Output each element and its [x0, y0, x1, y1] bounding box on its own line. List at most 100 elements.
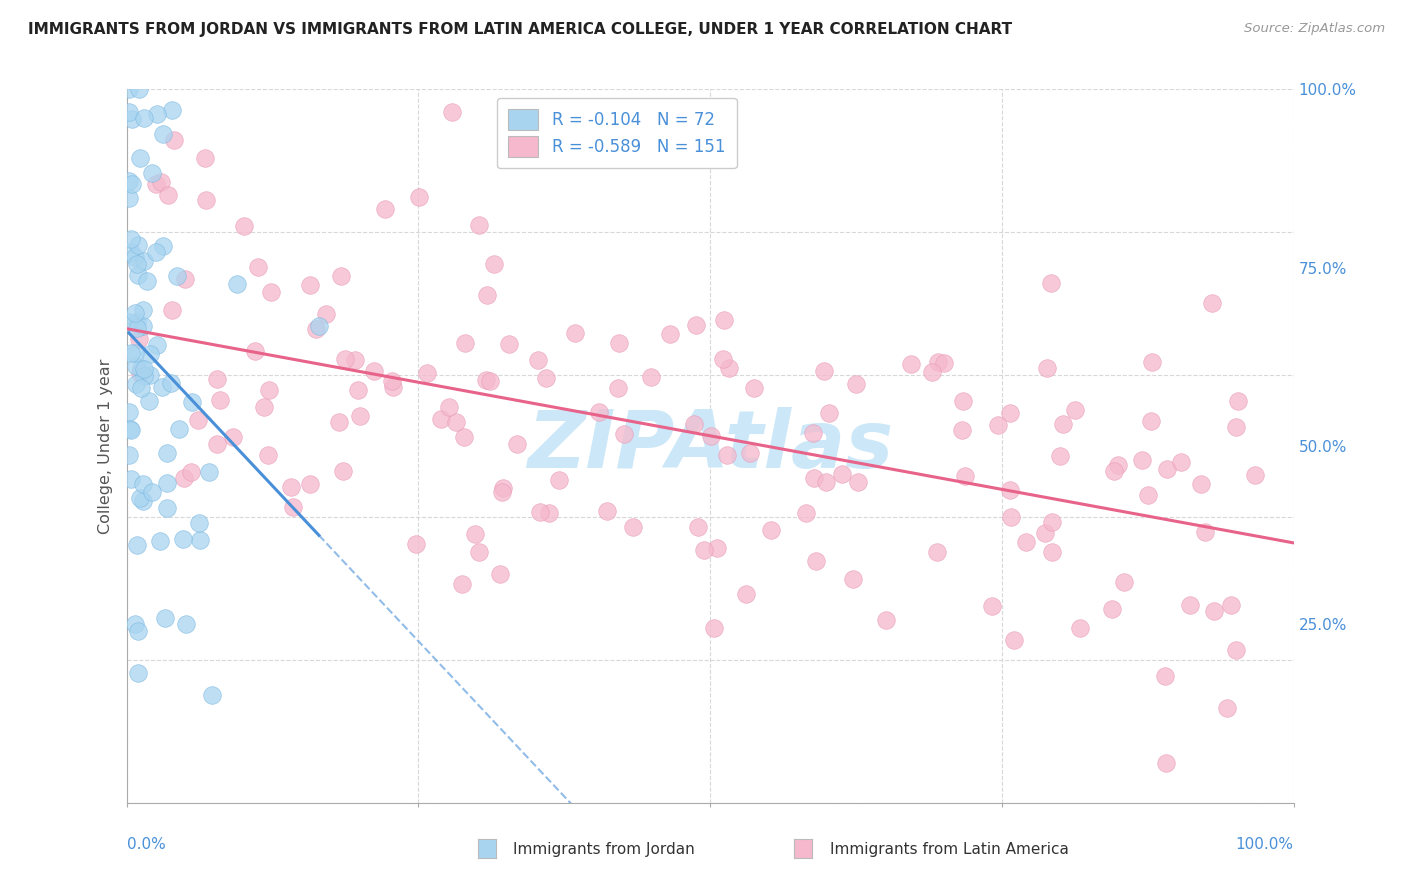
Point [454, 336, 477, 351]
Point [1101, 602, 1123, 616]
Point [136, 274, 159, 288]
Point [260, 285, 283, 299]
Point [1069, 621, 1091, 635]
Point [640, 369, 662, 384]
Point [124, 616, 146, 631]
Point [817, 406, 839, 420]
Point [596, 504, 619, 518]
Point [381, 374, 404, 388]
Point [118, 422, 141, 436]
Point [759, 524, 782, 538]
Point [121, 177, 143, 191]
Point [128, 332, 150, 346]
Point [475, 373, 498, 387]
Point [145, 107, 167, 121]
Point [205, 436, 228, 450]
Point [688, 520, 710, 534]
Point [141, 485, 163, 500]
Point [132, 361, 155, 376]
Point [451, 577, 474, 591]
Point [987, 417, 1010, 432]
Point [842, 572, 865, 586]
Point [1140, 355, 1163, 369]
Point [118, 82, 141, 96]
Point [246, 260, 269, 274]
Point [132, 369, 155, 384]
Point [1189, 477, 1212, 491]
Point [1107, 458, 1129, 473]
Point [564, 326, 586, 340]
Text: 0.0%: 0.0% [127, 837, 166, 852]
Legend: R = -0.104   N = 72, R = -0.589   N = 151: R = -0.104 N = 72, R = -0.589 N = 151 [496, 97, 737, 169]
Point [124, 305, 146, 319]
Point [1170, 455, 1192, 469]
Point [150, 380, 173, 394]
Point [952, 394, 974, 409]
Point [1180, 598, 1202, 612]
Point [181, 395, 204, 409]
Point [363, 364, 385, 378]
Point [981, 599, 1004, 614]
Point [735, 587, 758, 601]
Point [308, 318, 330, 333]
Point [475, 288, 498, 302]
Point [1227, 394, 1250, 409]
Point [806, 554, 828, 568]
Point [201, 688, 224, 702]
Point [118, 174, 141, 188]
Point [121, 112, 143, 126]
Point [482, 257, 505, 271]
Point [132, 477, 155, 491]
Point [702, 621, 724, 635]
Text: Immigrants from Latin America: Immigrants from Latin America [830, 842, 1069, 856]
Point [1139, 414, 1161, 428]
Point [900, 357, 922, 371]
Point [156, 446, 179, 460]
Point [1052, 417, 1074, 432]
Point [1204, 604, 1226, 618]
Point [607, 381, 630, 395]
Point [498, 336, 520, 351]
Point [349, 409, 371, 423]
Point [950, 423, 973, 437]
Point [127, 539, 149, 553]
Point [491, 484, 513, 499]
Text: Immigrants from Jordan: Immigrants from Jordan [513, 842, 695, 856]
Point [408, 190, 430, 204]
Point [1104, 464, 1126, 478]
Point [1201, 296, 1223, 310]
Point [195, 193, 218, 207]
Point [132, 494, 155, 508]
Point [160, 103, 183, 117]
Point [685, 318, 707, 332]
Point [187, 413, 209, 427]
Point [253, 401, 276, 415]
Point [1000, 510, 1022, 524]
Point [188, 533, 211, 548]
Text: Source: ZipAtlas.com: Source: ZipAtlas.com [1244, 22, 1385, 36]
Point [831, 467, 853, 481]
Point [257, 448, 280, 462]
Point [232, 219, 254, 233]
Point [120, 472, 142, 486]
Point [505, 436, 527, 450]
Point [125, 376, 148, 391]
Point [330, 268, 353, 283]
Point [172, 533, 194, 547]
Point [281, 500, 304, 514]
Point [157, 187, 180, 202]
Point [163, 133, 186, 147]
Point [1154, 756, 1177, 771]
Point [225, 277, 247, 291]
Point [706, 541, 728, 555]
Point [381, 380, 404, 394]
Point [440, 105, 463, 120]
Point [1040, 545, 1063, 559]
Point [208, 392, 231, 407]
Point [257, 383, 280, 397]
Point [347, 383, 370, 397]
Point [430, 411, 453, 425]
Point [998, 406, 1021, 420]
Text: 100.0%: 100.0% [1236, 837, 1294, 852]
Point [446, 415, 468, 429]
